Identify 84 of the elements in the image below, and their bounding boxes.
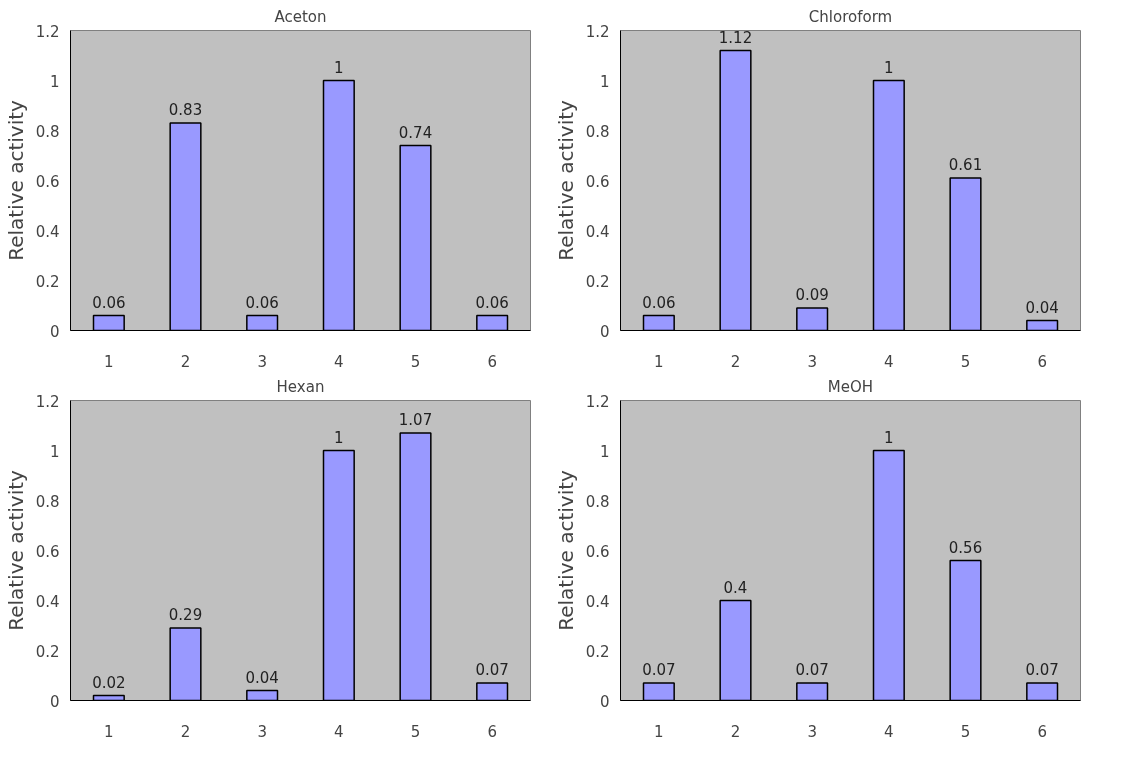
data-label: 0.07 [795, 661, 829, 679]
x-tick-label: 5 [960, 352, 971, 371]
x-tick-label: 3 [257, 352, 267, 371]
y-tick-label: 0.6 [35, 172, 60, 191]
data-label: 1 [334, 58, 344, 77]
data-label: 1 [884, 58, 894, 77]
x-tick-label: 3 [807, 722, 817, 741]
data-label: 0.07 [642, 661, 676, 679]
y-tick-label: 0.2 [585, 642, 610, 661]
x-tick-label: 3 [257, 722, 267, 741]
y-tick-label: 0.4 [585, 222, 610, 241]
data-label: 1 [334, 428, 344, 447]
y-tick-label: 0 [599, 692, 610, 711]
x-tick-label: 1 [654, 722, 664, 741]
y-tick-label: 0.6 [35, 542, 60, 561]
x-tick-label: 6 [1037, 352, 1047, 371]
y-tick-label: 0.8 [35, 122, 60, 141]
x-tick-label: 4 [884, 352, 894, 371]
data-label: 0.29 [168, 606, 203, 624]
data-label: 0.07 [475, 661, 509, 679]
data-label: 0.02 [92, 673, 126, 692]
data-label: 1.12 [718, 28, 753, 47]
y-axis-title: Relative activity [3, 469, 28, 631]
data-label: 0.09 [795, 286, 829, 304]
x-tick-label: 1 [104, 722, 114, 741]
y-tick-label: 0.2 [585, 272, 610, 291]
data-label: 0.04 [245, 668, 279, 687]
y-tick-label: 0.6 [585, 172, 610, 191]
x-tick-label: 5 [410, 352, 421, 371]
data-label: 1 [884, 428, 894, 447]
data-label: 0.06 [475, 293, 509, 312]
x-tick-label: 5 [410, 722, 421, 741]
x-tick-label: 4 [884, 722, 894, 741]
y-tick-label: 0.6 [585, 542, 610, 561]
x-tick-label: 4 [334, 352, 344, 371]
y-axis-title: Relative activity [553, 469, 578, 631]
data-label: 0.06 [642, 293, 676, 312]
x-tick-label: 6 [1037, 722, 1047, 741]
y-tick-label: 0.2 [35, 642, 60, 661]
y-tick-label: 1 [599, 72, 610, 91]
y-tick-label: 1.2 [585, 392, 610, 411]
chart-title: MeOH [827, 377, 874, 396]
y-tick-label: 1.2 [585, 22, 610, 41]
data-label: 0.74 [398, 123, 433, 142]
y-axis-title: Relative activity [3, 99, 28, 261]
y-tick-label: 0.4 [35, 222, 60, 241]
x-tick-label: 2 [180, 352, 191, 371]
y-tick-label: 0.4 [585, 592, 610, 611]
y-tick-label: 0.8 [35, 492, 60, 511]
y-tick-label: 1.2 [35, 22, 60, 41]
data-label: 0.06 [245, 293, 279, 312]
data-label: 0.56 [948, 538, 983, 557]
y-tick-label: 1 [599, 442, 610, 461]
x-tick-label: 5 [960, 722, 971, 741]
x-tick-label: 6 [487, 722, 497, 741]
data-label: 0.07 [1025, 661, 1059, 679]
y-tick-label: 1.2 [35, 392, 60, 411]
chart-title: Aceton [274, 7, 327, 26]
y-tick-label: 1 [49, 72, 60, 91]
y-axis-title: Relative activity [553, 99, 578, 261]
y-tick-label: 0.2 [35, 272, 60, 291]
y-tick-label: 1 [49, 442, 60, 461]
data-label: 0.61 [948, 156, 983, 174]
y-tick-label: 0 [49, 322, 60, 341]
x-tick-label: 1 [654, 352, 664, 371]
y-tick-label: 0.8 [585, 492, 610, 511]
x-tick-label: 3 [807, 352, 817, 371]
data-label: 0.04 [1025, 298, 1059, 317]
data-label: 0.4 [723, 578, 748, 597]
data-label: 0.83 [168, 101, 203, 119]
x-tick-label: 2 [180, 722, 191, 741]
data-label: 0.06 [92, 293, 126, 312]
y-tick-label: 0.4 [35, 592, 60, 611]
chart-title: Chloroform [808, 7, 893, 26]
y-tick-label: 0.8 [585, 122, 610, 141]
x-tick-label: 4 [334, 722, 344, 741]
data-label: 1.07 [398, 411, 433, 429]
x-tick-label: 6 [487, 352, 497, 371]
y-tick-label: 0 [49, 692, 60, 711]
chart-title: Hexan [276, 377, 325, 396]
x-tick-label: 1 [104, 352, 114, 371]
x-tick-label: 2 [730, 352, 741, 371]
y-tick-label: 0 [599, 322, 610, 341]
x-tick-label: 2 [730, 722, 741, 741]
